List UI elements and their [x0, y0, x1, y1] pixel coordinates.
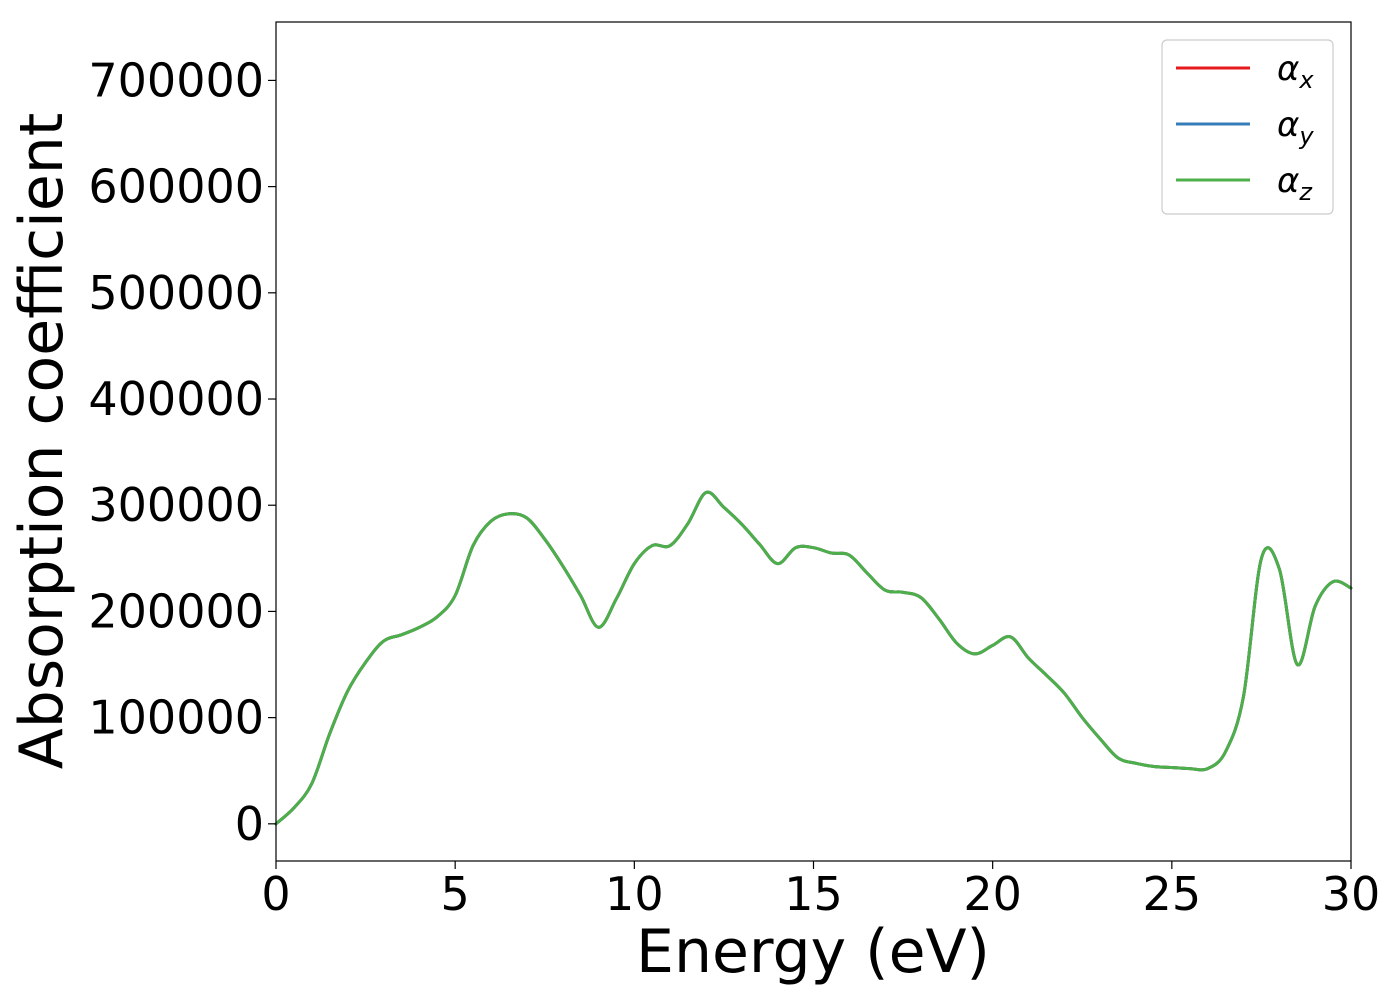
x-axis-ticks: 0 5 10 15 20 25 30: [261, 861, 1380, 921]
x-tick-label: 5: [441, 867, 470, 921]
series-line-alpha-z: [274, 490, 1353, 826]
y-axis-ticks: 0 100000 200000 300000 400000 500000 600000 700…: [88, 53, 276, 851]
y-tick-label: 300000: [88, 478, 264, 532]
y-tick-label: 500000: [88, 266, 264, 320]
x-tick-label: 20: [963, 867, 1022, 921]
legend: αx αy αz: [1161, 39, 1334, 215]
legend-box: [1161, 39, 1334, 215]
x-tick-label: 25: [1143, 867, 1202, 921]
y-tick-label: 400000: [88, 372, 264, 426]
y-tick-label: 600000: [88, 160, 264, 214]
x-tick-label: 30: [1322, 867, 1381, 921]
y-tick-label: 0: [235, 797, 264, 851]
x-tick-label: 15: [784, 867, 843, 921]
y-tick-label: 200000: [88, 584, 264, 638]
legend-label-alpha-x: αx: [1277, 49, 1314, 94]
y-axis-label: Absorption coefficient: [7, 113, 77, 770]
x-axis-label: Energy (eV): [636, 917, 990, 987]
y-tick-label: 100000: [88, 691, 264, 745]
y-tick-label: 700000: [88, 53, 264, 107]
x-tick-label: 0: [261, 867, 290, 921]
series-layer: [274, 490, 1353, 826]
legend-label-alpha-y: αy: [1277, 105, 1314, 150]
x-tick-label: 10: [605, 867, 664, 921]
legend-label-alpha-z: αz: [1277, 161, 1313, 206]
